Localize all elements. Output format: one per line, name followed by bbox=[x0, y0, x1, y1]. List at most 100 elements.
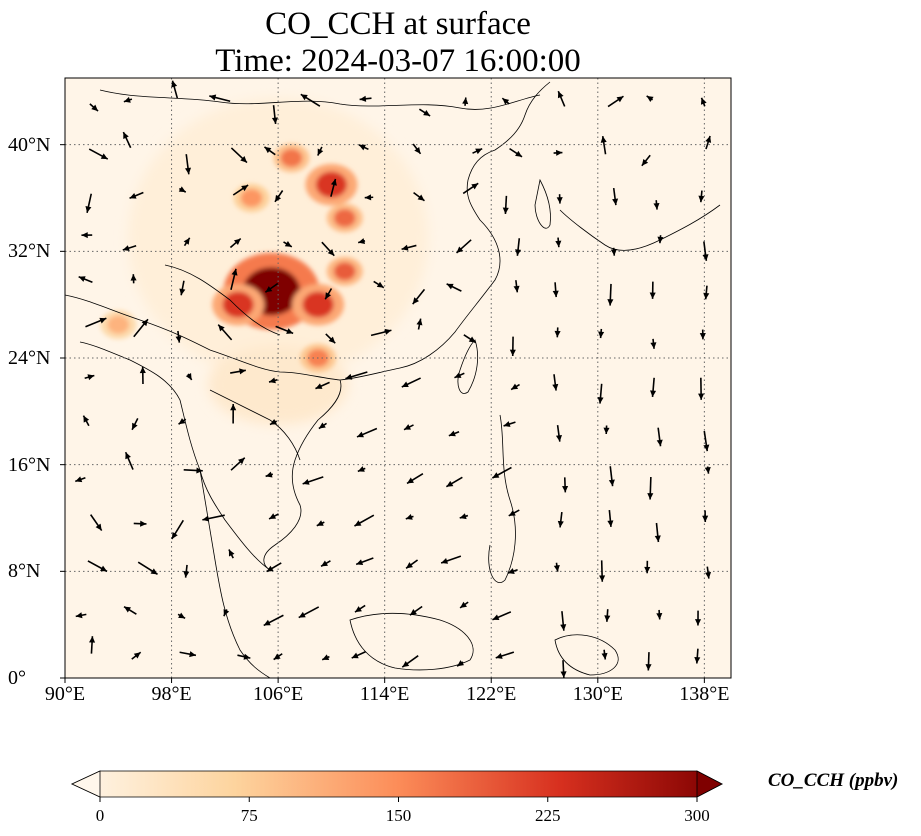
wind-arrow bbox=[553, 562, 560, 572]
wind-arrow bbox=[223, 609, 230, 617]
wind-arrow bbox=[599, 560, 606, 582]
wind-arrow bbox=[698, 190, 705, 203]
wind-arrow bbox=[405, 514, 414, 520]
wind-arrow bbox=[406, 473, 424, 485]
wind-arrow bbox=[448, 430, 460, 437]
wind-arrow bbox=[601, 649, 608, 660]
wind-arrow bbox=[492, 611, 512, 621]
wind-arrow bbox=[178, 418, 187, 425]
wind-arrow bbox=[656, 609, 663, 620]
graticule-layer bbox=[65, 78, 731, 678]
wind-arrow bbox=[315, 381, 330, 390]
wind-arrow bbox=[129, 191, 144, 199]
wind-arrow bbox=[317, 146, 324, 156]
wind-arrow bbox=[318, 422, 327, 430]
y-tick-label: 32°N bbox=[8, 240, 51, 263]
wind-arrow bbox=[491, 466, 512, 479]
wind-arrow bbox=[273, 653, 283, 661]
wind-arrow bbox=[302, 476, 324, 485]
wind-arrow bbox=[202, 514, 225, 522]
wind-arrow bbox=[139, 366, 146, 385]
wind-arrow bbox=[316, 520, 325, 527]
wind-arrow bbox=[228, 549, 235, 559]
wind-arrow bbox=[183, 564, 190, 578]
x-tick-label: 138°E bbox=[679, 683, 730, 705]
wind-arrow bbox=[130, 274, 137, 284]
wind-arrow bbox=[87, 560, 108, 573]
wind-arrow bbox=[698, 377, 705, 400]
colorbar-tick-label: 75 bbox=[240, 806, 258, 825]
wind-arrow bbox=[557, 511, 564, 528]
wind-arrow bbox=[513, 280, 520, 293]
wind-arrow bbox=[552, 282, 559, 298]
wind-arrow bbox=[274, 190, 284, 203]
x-tick-label: 114°E bbox=[359, 683, 410, 705]
wind-arrow bbox=[230, 147, 248, 164]
wind-arrow bbox=[268, 377, 278, 384]
wind-arrow bbox=[124, 451, 134, 470]
wind-arrow bbox=[699, 329, 706, 340]
wind-arrow bbox=[607, 283, 614, 306]
wind-arrow bbox=[183, 467, 203, 474]
wind-arrow bbox=[321, 654, 330, 661]
colorbar-label: CO_CCH (ppbv) bbox=[768, 770, 899, 791]
x-tick-label: 98°E bbox=[151, 683, 192, 705]
co-hotspot bbox=[240, 189, 263, 207]
wind-arrow bbox=[446, 283, 462, 292]
x-tick-label: 122°E bbox=[466, 683, 517, 705]
wind-arrow bbox=[501, 97, 510, 105]
wind-arrow bbox=[456, 660, 465, 667]
wind-arrow bbox=[608, 466, 615, 487]
wind-arrow bbox=[179, 280, 186, 296]
wind-arrow bbox=[175, 330, 182, 343]
wind-arrow bbox=[283, 241, 293, 248]
wind-arrow bbox=[78, 275, 93, 283]
wind-arrow bbox=[232, 184, 249, 196]
wind-arrow bbox=[330, 178, 337, 197]
wind-arrow bbox=[230, 268, 238, 291]
axis-ticks bbox=[60, 144, 705, 683]
wind-arrow bbox=[555, 237, 562, 248]
y-tick-label: 16°N bbox=[8, 453, 51, 476]
wind-arrow bbox=[645, 652, 652, 671]
co-hotspot bbox=[315, 171, 347, 198]
y-tick-label: 8°N bbox=[8, 560, 41, 583]
wind-arrow bbox=[179, 651, 197, 658]
wind-arrow bbox=[409, 605, 423, 616]
wind-arrow bbox=[75, 476, 86, 483]
wind-arrow bbox=[510, 383, 520, 391]
wind-arrow bbox=[650, 338, 657, 349]
wind-arrow bbox=[137, 561, 158, 576]
wind-arrow bbox=[694, 648, 701, 664]
wind-arrow bbox=[413, 191, 425, 202]
wind-arrow bbox=[607, 95, 624, 108]
wind-arrow bbox=[171, 80, 179, 99]
map-plot-area bbox=[65, 78, 731, 678]
co-plume-background bbox=[128, 98, 429, 378]
colorbar-tick-label: 0 bbox=[95, 806, 105, 825]
co-field-layer bbox=[100, 98, 429, 425]
map-title: CO_CCH at surface bbox=[265, 6, 531, 42]
wind-arrow bbox=[177, 612, 186, 620]
wind-arrow bbox=[351, 650, 367, 659]
wind-arrow bbox=[604, 609, 611, 622]
co-hotspot bbox=[333, 262, 356, 281]
wind-arrow bbox=[85, 317, 107, 328]
wind-arrow bbox=[183, 237, 191, 247]
wind-arrow bbox=[416, 318, 423, 330]
wind-arrow bbox=[178, 186, 187, 193]
wind-arrow bbox=[131, 651, 142, 660]
wind-arrow bbox=[694, 610, 702, 626]
wind-arrow bbox=[650, 377, 657, 398]
wind-arrow bbox=[463, 334, 477, 344]
wind-arrow bbox=[357, 466, 366, 473]
map-subtitle: Time: 2024-03-07 16:00:00 bbox=[215, 43, 581, 79]
wind-arrow bbox=[704, 466, 711, 474]
wind-arrow bbox=[641, 154, 651, 167]
wind-arrow bbox=[515, 238, 522, 256]
wind-arrow bbox=[359, 95, 372, 102]
wind-arrow bbox=[557, 90, 566, 107]
wind-arrow bbox=[705, 135, 712, 150]
wind-arrow bbox=[459, 601, 469, 609]
wind-arrow bbox=[265, 471, 274, 478]
